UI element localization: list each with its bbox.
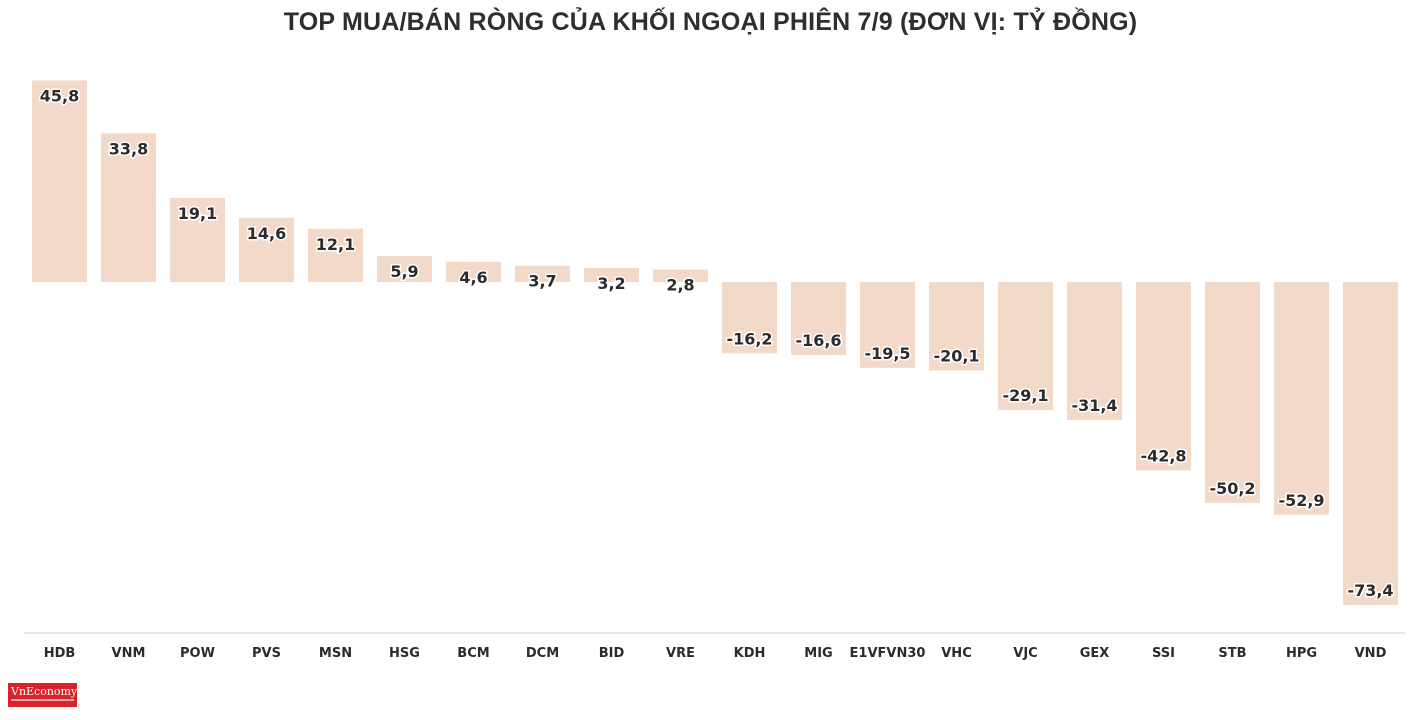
bar-hsg: [377, 256, 432, 282]
value-label-pvs: 14,6: [247, 224, 286, 243]
bar-msn: [308, 228, 363, 282]
bar-vre: [653, 269, 708, 282]
bar-hpg: [1274, 282, 1329, 515]
value-label-pow: 19,1: [178, 204, 217, 223]
value-labels-group: 45,8 33,8 19,1 14,6 12,1 5,9 4,6 3,7 3,2 2,8 -16,2…: [38, 85, 1395, 601]
bar-vjc: [998, 282, 1053, 411]
bar-hdb: [32, 80, 87, 282]
category-label-dcm: DCM: [526, 646, 559, 661]
value-label-vhc: -20,1: [933, 346, 979, 365]
value-label-gex: -31,4: [1071, 396, 1117, 415]
category-label-kdh: KDH: [734, 646, 766, 661]
bar-bcm: [446, 261, 501, 282]
bar-gex: [1067, 282, 1122, 421]
category-label-gex: GEX: [1080, 646, 1110, 661]
category-label-mig: MIG: [804, 646, 832, 661]
category-label-vnm: VNM: [112, 646, 146, 661]
value-label-vjc: -29,1: [1002, 386, 1048, 405]
bar-ssi: [1136, 282, 1191, 471]
category-label-bid: BID: [599, 646, 625, 661]
category-labels-group: HDB VNM POW PVS MSN HSG BCM DCM BID VRE KDH MIG E1VF…: [44, 646, 1387, 661]
value-label-e1vfvn30: -19,5: [864, 344, 910, 363]
category-label-e1vfvn30: E1VFVN30: [850, 646, 926, 661]
category-label-vre: VRE: [666, 646, 695, 661]
value-label-hsg: 5,9: [390, 262, 418, 281]
value-label-mig: -16,6: [795, 331, 841, 350]
value-label-stb: -50,2: [1209, 479, 1255, 498]
category-label-pvs: PVS: [252, 646, 281, 661]
vneconomy-logo: VnEconomy: [8, 683, 77, 707]
logo-text: VnEconomy: [11, 685, 78, 698]
value-label-hpg: -52,9: [1278, 491, 1324, 510]
bar-e1vfvn30: [860, 282, 915, 368]
category-label-msn: MSN: [319, 646, 352, 661]
category-label-hpg: HPG: [1286, 646, 1317, 661]
category-label-hsg: HSG: [389, 646, 420, 661]
category-label-vjc: VJC: [1013, 646, 1037, 661]
category-label-stb: STB: [1218, 646, 1246, 661]
category-label-ssi: SSI: [1152, 646, 1175, 661]
bar-vhc: [929, 282, 984, 371]
value-label-bcm: 4,6: [459, 268, 487, 287]
logo-tagline: [11, 699, 74, 701]
category-label-vhc: VHC: [941, 646, 971, 661]
category-label-pow: POW: [180, 646, 215, 661]
value-label-hdb: 45,8: [40, 86, 79, 105]
bar-chart: HDB VNM POW PVS MSN HSG BCM DCM BID VRE KDH MIG E1VF…: [24, 80, 1405, 661]
category-label-hdb: HDB: [44, 646, 76, 661]
value-label-bid: 3,2: [597, 274, 625, 293]
bar-mig: [791, 282, 846, 356]
bar-pvs: [239, 217, 294, 282]
bar-bid: [584, 267, 639, 282]
value-label-msn: 12,1: [316, 235, 355, 254]
bar-kdh: [722, 282, 777, 354]
bar-stb: [1205, 282, 1260, 503]
value-label-kdh: -16,2: [726, 329, 772, 348]
bars-group: [32, 80, 1398, 605]
value-label-vnd: -73,4: [1347, 581, 1393, 600]
value-label-vre: 2,8: [666, 276, 694, 295]
value-label-ssi: -42,8: [1140, 446, 1186, 465]
value-label-dcm: 3,7: [528, 272, 556, 291]
category-label-bcm: BCM: [457, 646, 489, 661]
bar-dcm: [515, 265, 570, 282]
chart-title: TOP MUA/BÁN RÒNG CỦA KHỐI NGOẠI PHIÊN 7/…: [283, 8, 1138, 36]
bar-vnd: [1343, 282, 1398, 605]
category-label-vnd: VND: [1355, 646, 1387, 661]
bar-pow: [170, 197, 225, 282]
value-label-vnm: 33,8: [109, 139, 148, 158]
bar-vnm: [101, 133, 156, 282]
